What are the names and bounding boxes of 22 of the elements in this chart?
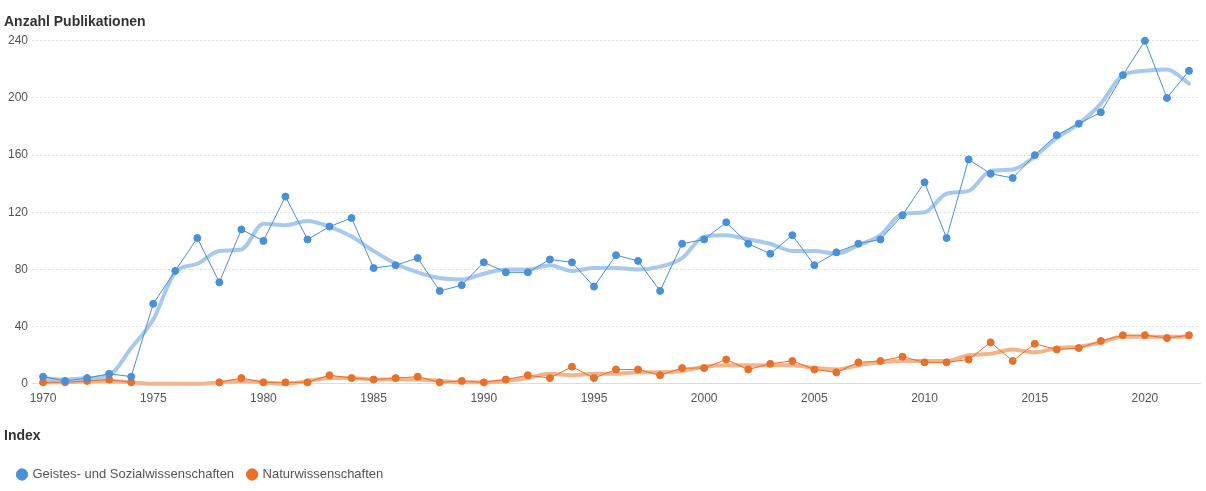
x-tick-label: 2020 [1131, 391, 1159, 406]
x-tick-label: 1995 [580, 391, 608, 406]
y-tick-label: 0 [21, 376, 29, 391]
y-axis-title: Anzahl Publikationen [4, 13, 146, 30]
x-tick-label: 1975 [139, 391, 167, 406]
legend-title: Index [4, 427, 41, 444]
x-tick-label: 1985 [360, 391, 388, 406]
y-tick-label: 40 [14, 318, 29, 333]
x-tick-label: 1970 [29, 391, 57, 406]
y-tick-label: 240 [7, 33, 29, 48]
x-tick-label: 1990 [470, 391, 498, 406]
y-tick-label: 120 [7, 204, 29, 219]
y-tick-label: 200 [7, 90, 29, 105]
legend-label: Naturwissenschaften [262, 466, 384, 482]
y-tick-label: 80 [14, 261, 29, 276]
x-tick-label: 2000 [690, 391, 718, 406]
y-tick-label: 160 [7, 147, 29, 162]
x-tick-label: 1980 [250, 391, 278, 406]
x-tick-label: 2010 [911, 391, 939, 406]
legend-label: Geistes- und Sozialwissenschaften [32, 466, 235, 482]
x-tick-label: 2015 [1021, 391, 1049, 406]
x-tick-label: 2005 [801, 391, 829, 406]
